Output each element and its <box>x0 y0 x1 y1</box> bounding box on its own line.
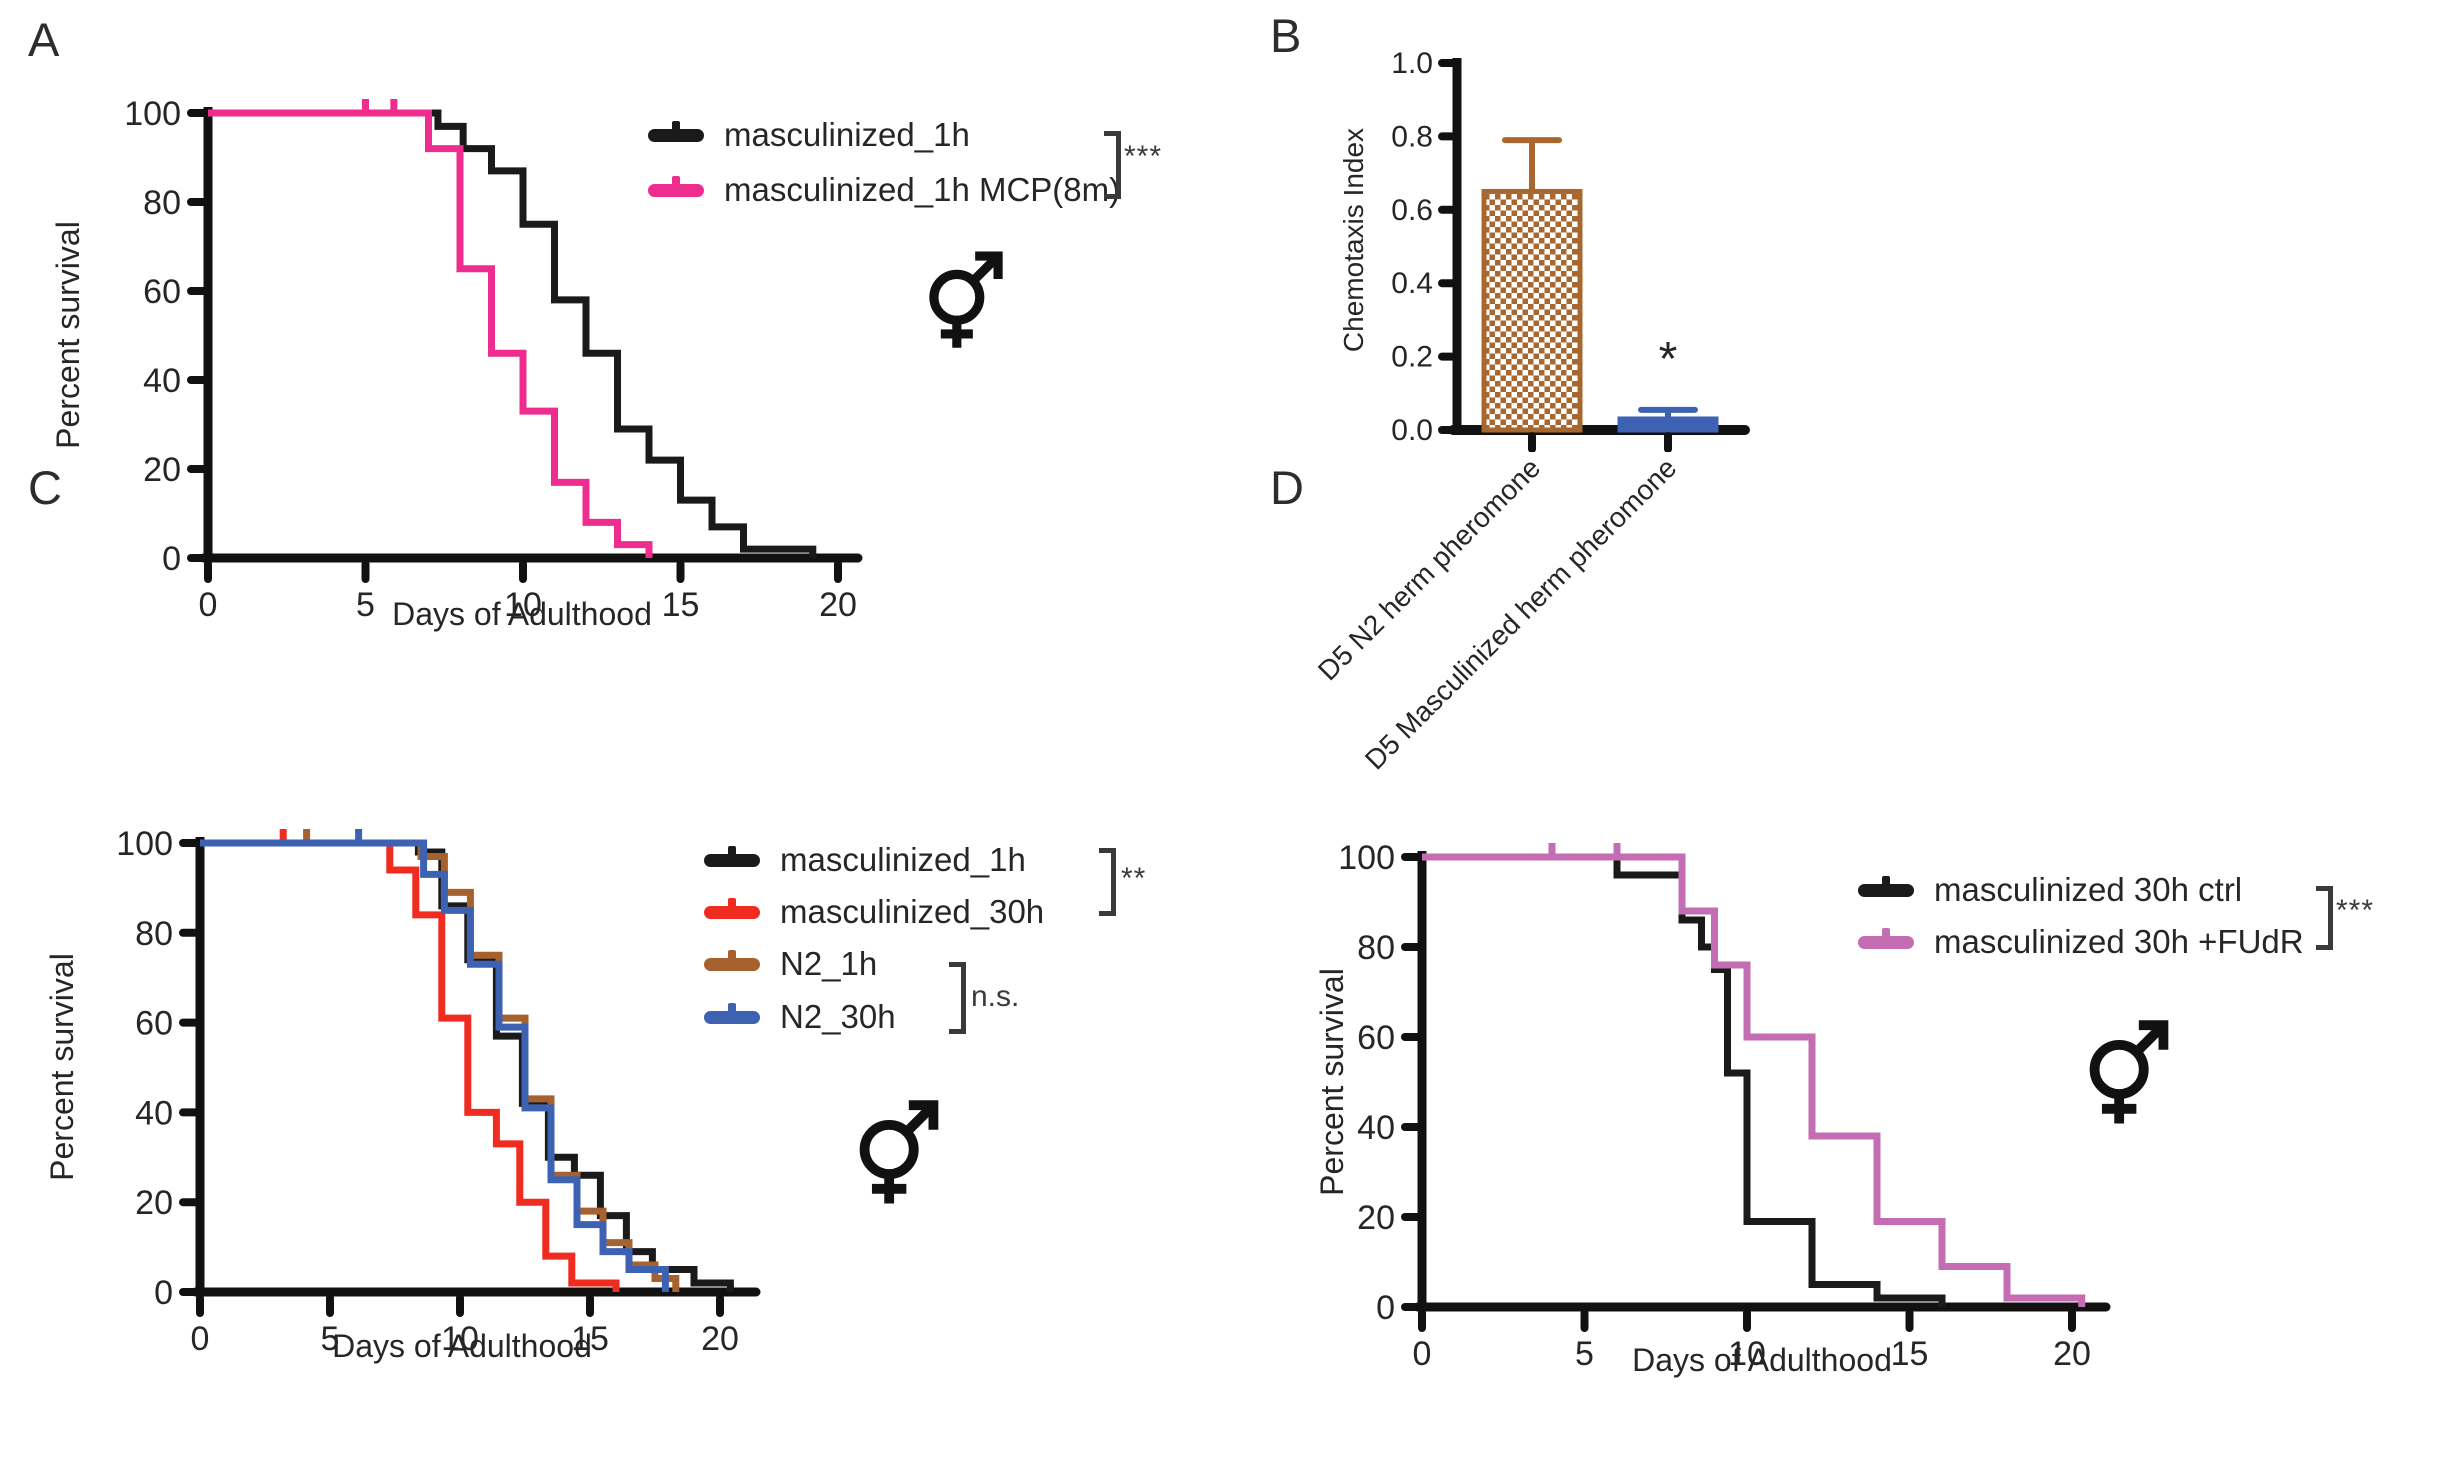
legend-label: masculinized_1h <box>780 841 1026 878</box>
survival-chart-panel-c: 0 20 40 60 80 100 0 5 10 15 20 <box>116 825 761 1358</box>
panel-d-y-axis-label: Percent survival <box>1314 968 1350 1196</box>
y-tick-label: 0 <box>1376 1289 1395 1327</box>
bar-category-label-1: D5 N2 herm pheromone <box>1311 452 1546 687</box>
chemotaxis-bar-chart-panel-b: 0.0 0.2 0.4 0.6 0.8 1.0 * <box>1391 47 1750 452</box>
y-tick-label: 0.8 <box>1391 120 1433 153</box>
significance-bracket <box>2316 886 2333 950</box>
legend-label: masculinized_1h <box>724 116 970 153</box>
x-tick-label: 5 <box>321 1320 340 1358</box>
series-line-masculinized_1h-MCP-8m- <box>208 109 653 558</box>
y-tick-label: 60 <box>135 1005 173 1043</box>
series-line-masculinized-30h-FUdR <box>1422 853 2086 1307</box>
panel-c-letter: C <box>28 461 62 514</box>
legend-swatch-pink-icon <box>648 183 704 197</box>
legend-item-masculinized-30h-ctrl: masculinized 30h ctrl <box>1858 871 2243 908</box>
y-tick-label: 100 <box>1338 839 1395 877</box>
y-tick-label: 40 <box>143 362 181 400</box>
x-tick-label: 15 <box>571 1320 609 1358</box>
legend-swatch-brown-icon <box>704 957 760 971</box>
legend-label: N2_1h <box>780 945 878 982</box>
panel-b-y-axis-label: Chemotaxis Index <box>1338 127 1369 353</box>
y-tick-label: 0.2 <box>1391 341 1433 374</box>
y-tick-label: 20 <box>1357 1199 1395 1237</box>
legend-label: masculinized 30h +FUdR <box>1934 923 2304 960</box>
legend-swatch-blue-icon <box>704 1010 760 1024</box>
series-line-N2_30h <box>200 839 669 1292</box>
male-female-symbol-icon <box>929 251 1003 348</box>
survival-chart-panel-a: 0 20 40 60 80 100 0 5 10 15 20 <box>124 95 863 624</box>
x-tick-label: 0 <box>1413 1335 1432 1373</box>
y-tick-label: 1.0 <box>1391 47 1433 80</box>
significance-stars: *** <box>1124 140 1163 173</box>
x-tick-label: 20 <box>819 586 857 624</box>
legend-item-n2-1h: N2_1h <box>704 945 878 982</box>
legend-swatch-orchid-icon <box>1858 935 1914 949</box>
x-tick-label: 20 <box>701 1320 739 1358</box>
legend-swatch-red-icon <box>704 905 760 919</box>
y-tick-label: 40 <box>1357 1109 1395 1147</box>
y-tick-label: 80 <box>1357 929 1395 967</box>
series-line-masculinized_30h <box>200 839 620 1292</box>
x-tick-label: 10 <box>1728 1335 1766 1373</box>
x-tick-label: 10 <box>504 586 542 624</box>
panel-d-x-axis-label: Days of Adulthood <box>1632 1342 1892 1378</box>
legend-item-masculinized-30h-fudr: masculinized 30h +FUdR <box>1858 923 2304 960</box>
significance-stars: ** <box>1121 862 1147 895</box>
bar-0 <box>1481 188 1583 433</box>
y-tick-label: 20 <box>135 1184 173 1222</box>
male-female-symbol-icon <box>2089 1020 2169 1124</box>
x-tick-label: 5 <box>356 586 375 624</box>
legend-label: N2_30h <box>780 998 896 1035</box>
y-tick-label: 20 <box>143 451 181 489</box>
survival-chart-panel-d: 0 20 40 60 80 100 0 5 10 15 20 <box>1338 839 2111 1373</box>
male-female-symbol-icon <box>859 1100 939 1204</box>
legend-item-masculinized-1h: masculinized_1h <box>648 116 970 153</box>
panel-d-letter: D <box>1270 461 1304 514</box>
legend-item-n2-30h: N2_30h <box>704 998 896 1035</box>
x-tick-label: 20 <box>2053 1335 2091 1373</box>
y-tick-label: 40 <box>135 1094 173 1132</box>
y-tick-label: 80 <box>143 184 181 222</box>
y-tick-label: 0.6 <box>1391 194 1433 227</box>
y-tick-label: 60 <box>143 273 181 311</box>
y-tick-label: 0 <box>162 540 181 578</box>
legend-label: masculinized_1h MCP(8m) <box>724 171 1121 208</box>
legend-item-masculinized-1h-mcp: masculinized_1h MCP(8m) <box>648 171 1121 208</box>
legend-swatch-black-icon <box>704 853 760 867</box>
x-tick-label: 0 <box>199 586 218 624</box>
panel-a-x-axis-label: Days of Adulthood <box>392 596 652 632</box>
legend-label: masculinized_30h <box>780 893 1045 930</box>
y-tick-label: 80 <box>135 915 173 953</box>
y-tick-label: 60 <box>1357 1019 1395 1057</box>
bar-1 <box>1617 416 1719 433</box>
panel-b-letter: B <box>1270 9 1302 62</box>
panel-a-y-axis-label: Percent survival <box>50 221 86 449</box>
panel-c-y-axis-label: Percent survival <box>44 953 80 1181</box>
legend-item-masculinized-1h: masculinized_1h <box>704 841 1026 878</box>
panel-a-letter: A <box>28 13 60 66</box>
x-tick-label: 10 <box>441 1320 479 1358</box>
y-tick-label: 0.0 <box>1391 414 1433 447</box>
x-tick-label: 15 <box>662 586 700 624</box>
significance-bracket <box>1104 131 1121 199</box>
y-tick-label: 100 <box>124 95 181 133</box>
significance-star: * <box>1659 333 1678 386</box>
y-tick-label: 100 <box>116 825 173 863</box>
legend-label: masculinized 30h ctrl <box>1934 871 2243 908</box>
y-tick-label: 0.4 <box>1391 267 1433 300</box>
ns-text: n.s. <box>971 980 1020 1013</box>
x-tick-label: 0 <box>191 1320 210 1358</box>
significance-stars: *** <box>2336 894 2375 927</box>
ns-bracket <box>949 962 966 1034</box>
legend-swatch-black-icon <box>648 128 704 142</box>
y-tick-label: 0 <box>154 1274 173 1312</box>
legend-swatch-black-icon <box>1858 883 1914 897</box>
x-tick-label: 15 <box>1891 1335 1929 1373</box>
panel-c-x-axis-label: Days of Adulthood <box>332 1328 592 1364</box>
legend-item-masculinized-30h: masculinized_30h <box>704 893 1045 930</box>
x-tick-label: 5 <box>1575 1335 1594 1373</box>
significance-bracket <box>1099 848 1116 916</box>
